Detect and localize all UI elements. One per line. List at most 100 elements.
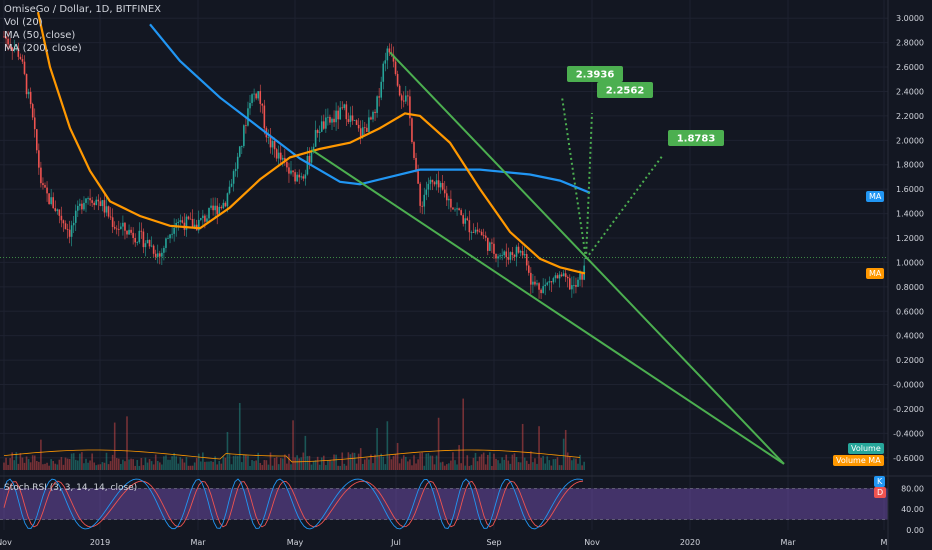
candle-body: [427, 183, 430, 190]
volume-bar: [376, 428, 378, 470]
candle-body: [505, 251, 508, 258]
volume-bar: [224, 457, 227, 470]
volume-bar: [279, 458, 282, 470]
volume-bar: [136, 459, 139, 470]
candle-body: [109, 216, 112, 218]
volume-bar: [318, 464, 321, 470]
symbol-title[interactable]: OmiseGo / Dollar, 1D, BITFINEX: [4, 4, 162, 15]
candle-body: [407, 95, 409, 97]
volume-bar: [333, 454, 335, 470]
target-label-text: 2.3936: [576, 70, 615, 81]
candle-body: [546, 282, 549, 285]
volume-bar: [46, 462, 48, 470]
volume-bar: [327, 460, 329, 470]
volume-bar: [44, 463, 46, 470]
candle-body: [366, 127, 368, 132]
stoch-k-line: [3, 478, 584, 530]
y-tick-label: 0.8000: [896, 283, 924, 292]
candle-body: [370, 117, 372, 120]
volume-bar: [515, 456, 518, 470]
volume-bar: [353, 452, 356, 470]
volume-bar: [255, 460, 257, 470]
volume-bar: [11, 452, 13, 470]
candle-body: [224, 202, 227, 207]
candle-body: [308, 155, 311, 163]
volume-bar: [392, 456, 395, 470]
target-labels[interactable]: 2.3936 2.2562 1.8783: [561, 66, 724, 260]
volume-bar: [249, 465, 251, 470]
volume-bar: [238, 402, 241, 470]
wedge-drawing[interactable]: [311, 51, 785, 465]
target-label[interactable]: 1.8783: [668, 130, 724, 146]
candle-body: [532, 281, 534, 285]
volume-bar: [40, 439, 42, 470]
volume-bar: [359, 448, 362, 470]
volume-bar: [200, 461, 202, 470]
candle-body: [441, 182, 444, 190]
volume-bar: [433, 464, 436, 470]
volume-bar: [103, 462, 106, 470]
candle-body: [150, 245, 153, 247]
candle-body: [302, 176, 305, 179]
volume-bar: [501, 457, 503, 470]
x-tick-label: Nov: [584, 538, 600, 547]
candle-body: [456, 208, 458, 210]
candle-body: [493, 243, 495, 254]
y-tick-label: 0.6000: [896, 307, 924, 316]
volume-bar: [484, 464, 487, 470]
volume-bar: [81, 452, 83, 470]
volume-bar: [425, 453, 428, 470]
volume-bar: [552, 459, 555, 470]
volume-bar: [423, 465, 426, 470]
vol-indicator-label[interactable]: Vol (20): [4, 17, 43, 28]
stoch-rsi-label[interactable]: Stoch RSI (3, 3, 14, 14, close): [4, 483, 138, 493]
candle-body: [279, 152, 282, 160]
candle-body: [452, 207, 454, 210]
volume-bar: [263, 459, 266, 470]
volume-bar: [154, 454, 157, 470]
volume-bar: [439, 462, 442, 470]
target-label[interactable]: 2.2562: [597, 82, 653, 98]
volume-bar: [513, 453, 516, 470]
candle-body: [115, 228, 118, 230]
candle-body: [261, 103, 264, 106]
ma50-indicator-label[interactable]: MA (50, close): [4, 30, 76, 41]
volume-bar: [156, 460, 159, 470]
volume-bar: [480, 454, 483, 470]
candle-body: [181, 220, 184, 223]
ma200-indicator-label[interactable]: MA (200, close): [4, 43, 82, 54]
stoch-tick-label: 0.00: [906, 526, 924, 535]
volume-bar: [499, 463, 501, 470]
candle-body: [534, 281, 536, 285]
candle-body: [177, 221, 180, 223]
candle-body: [468, 220, 471, 233]
volume-bar: [487, 454, 489, 470]
target-label-text: 2.2562: [606, 86, 645, 97]
volume-bar: [161, 464, 163, 470]
candle-body: [450, 198, 452, 208]
volume-bar: [284, 454, 286, 470]
candle-body: [323, 121, 325, 129]
volume-bar: [509, 463, 512, 470]
volume-bar: [29, 462, 32, 470]
candle-body: [13, 49, 16, 51]
volume-bar: [122, 459, 124, 470]
candle-body: [136, 242, 139, 243]
volume-bar: [275, 457, 278, 470]
volume-bar: [370, 454, 372, 470]
candle-body: [491, 242, 493, 244]
candle-body: [394, 61, 397, 75]
candle-body: [50, 197, 52, 205]
candle-body: [466, 218, 469, 221]
target-label[interactable]: 2.3936: [567, 66, 623, 82]
candle-body: [347, 119, 350, 122]
volume-bar: [72, 453, 75, 470]
target-projection-line: [585, 112, 593, 259]
volume-bar: [329, 460, 331, 470]
candle-body: [36, 129, 38, 151]
volume-bar: [450, 460, 452, 470]
candle-body: [214, 205, 216, 211]
volume-bar: [159, 462, 161, 470]
volume-bar: [247, 455, 249, 470]
